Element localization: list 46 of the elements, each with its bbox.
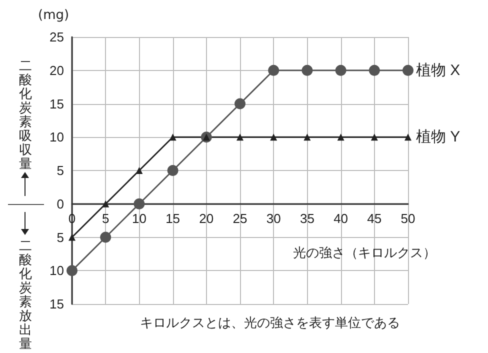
point: [236, 134, 244, 141]
series-label: 植物 Y: [416, 128, 460, 146]
y-tick-label: 10: [50, 263, 64, 278]
y-tick-label: 0: [56, 196, 64, 212]
text: 二酸化炭素放出量: [19, 239, 33, 352]
point: [268, 64, 280, 76]
point: [102, 200, 110, 208]
x-tick-label: 45: [367, 210, 382, 226]
point: [368, 64, 380, 76]
y-tick-label: 25: [50, 30, 64, 44]
x-tick-label: 50: [400, 210, 416, 226]
point: [402, 64, 414, 76]
point: [68, 234, 76, 241]
point: [304, 134, 311, 141]
y-tick-label: 20: [50, 62, 64, 78]
text: キロルクスとは、光の強さを表す単位である: [140, 315, 400, 332]
y-tick-label: 5: [56, 230, 64, 245]
y-tick-label: 15: [50, 96, 64, 112]
y-tick-label: 15: [50, 296, 64, 312]
point: [370, 134, 378, 141]
point: [404, 134, 412, 141]
x-tick-label: 15: [166, 210, 180, 226]
point: [337, 134, 344, 141]
point: [136, 167, 143, 174]
point: [100, 232, 112, 243]
x-tick-label: 30: [266, 210, 281, 226]
series-label: 植物 X: [416, 62, 460, 79]
point: [169, 134, 176, 141]
point: [302, 64, 313, 76]
point: [66, 265, 78, 276]
x-tick-label: 35: [300, 210, 314, 226]
point: [134, 198, 145, 210]
y-tick-label: 5: [56, 163, 64, 178]
x-axis-title: 光の強さ（キロルクス）: [293, 245, 436, 262]
y-axis-title: 二酸化炭素吸収量: [19, 59, 33, 172]
point: [167, 165, 178, 176]
point: [270, 134, 278, 141]
x-tick-label: 40: [334, 210, 348, 226]
x-tick-label: 5: [102, 210, 110, 226]
x-tick-label: 10: [132, 210, 146, 226]
text: (mg): [38, 8, 70, 23]
point: [234, 98, 246, 110]
x-tick-label: 25: [232, 210, 248, 226]
y-tick-label: 10: [50, 130, 64, 145]
point: [335, 64, 346, 76]
x-tick-label: 20: [199, 210, 214, 226]
